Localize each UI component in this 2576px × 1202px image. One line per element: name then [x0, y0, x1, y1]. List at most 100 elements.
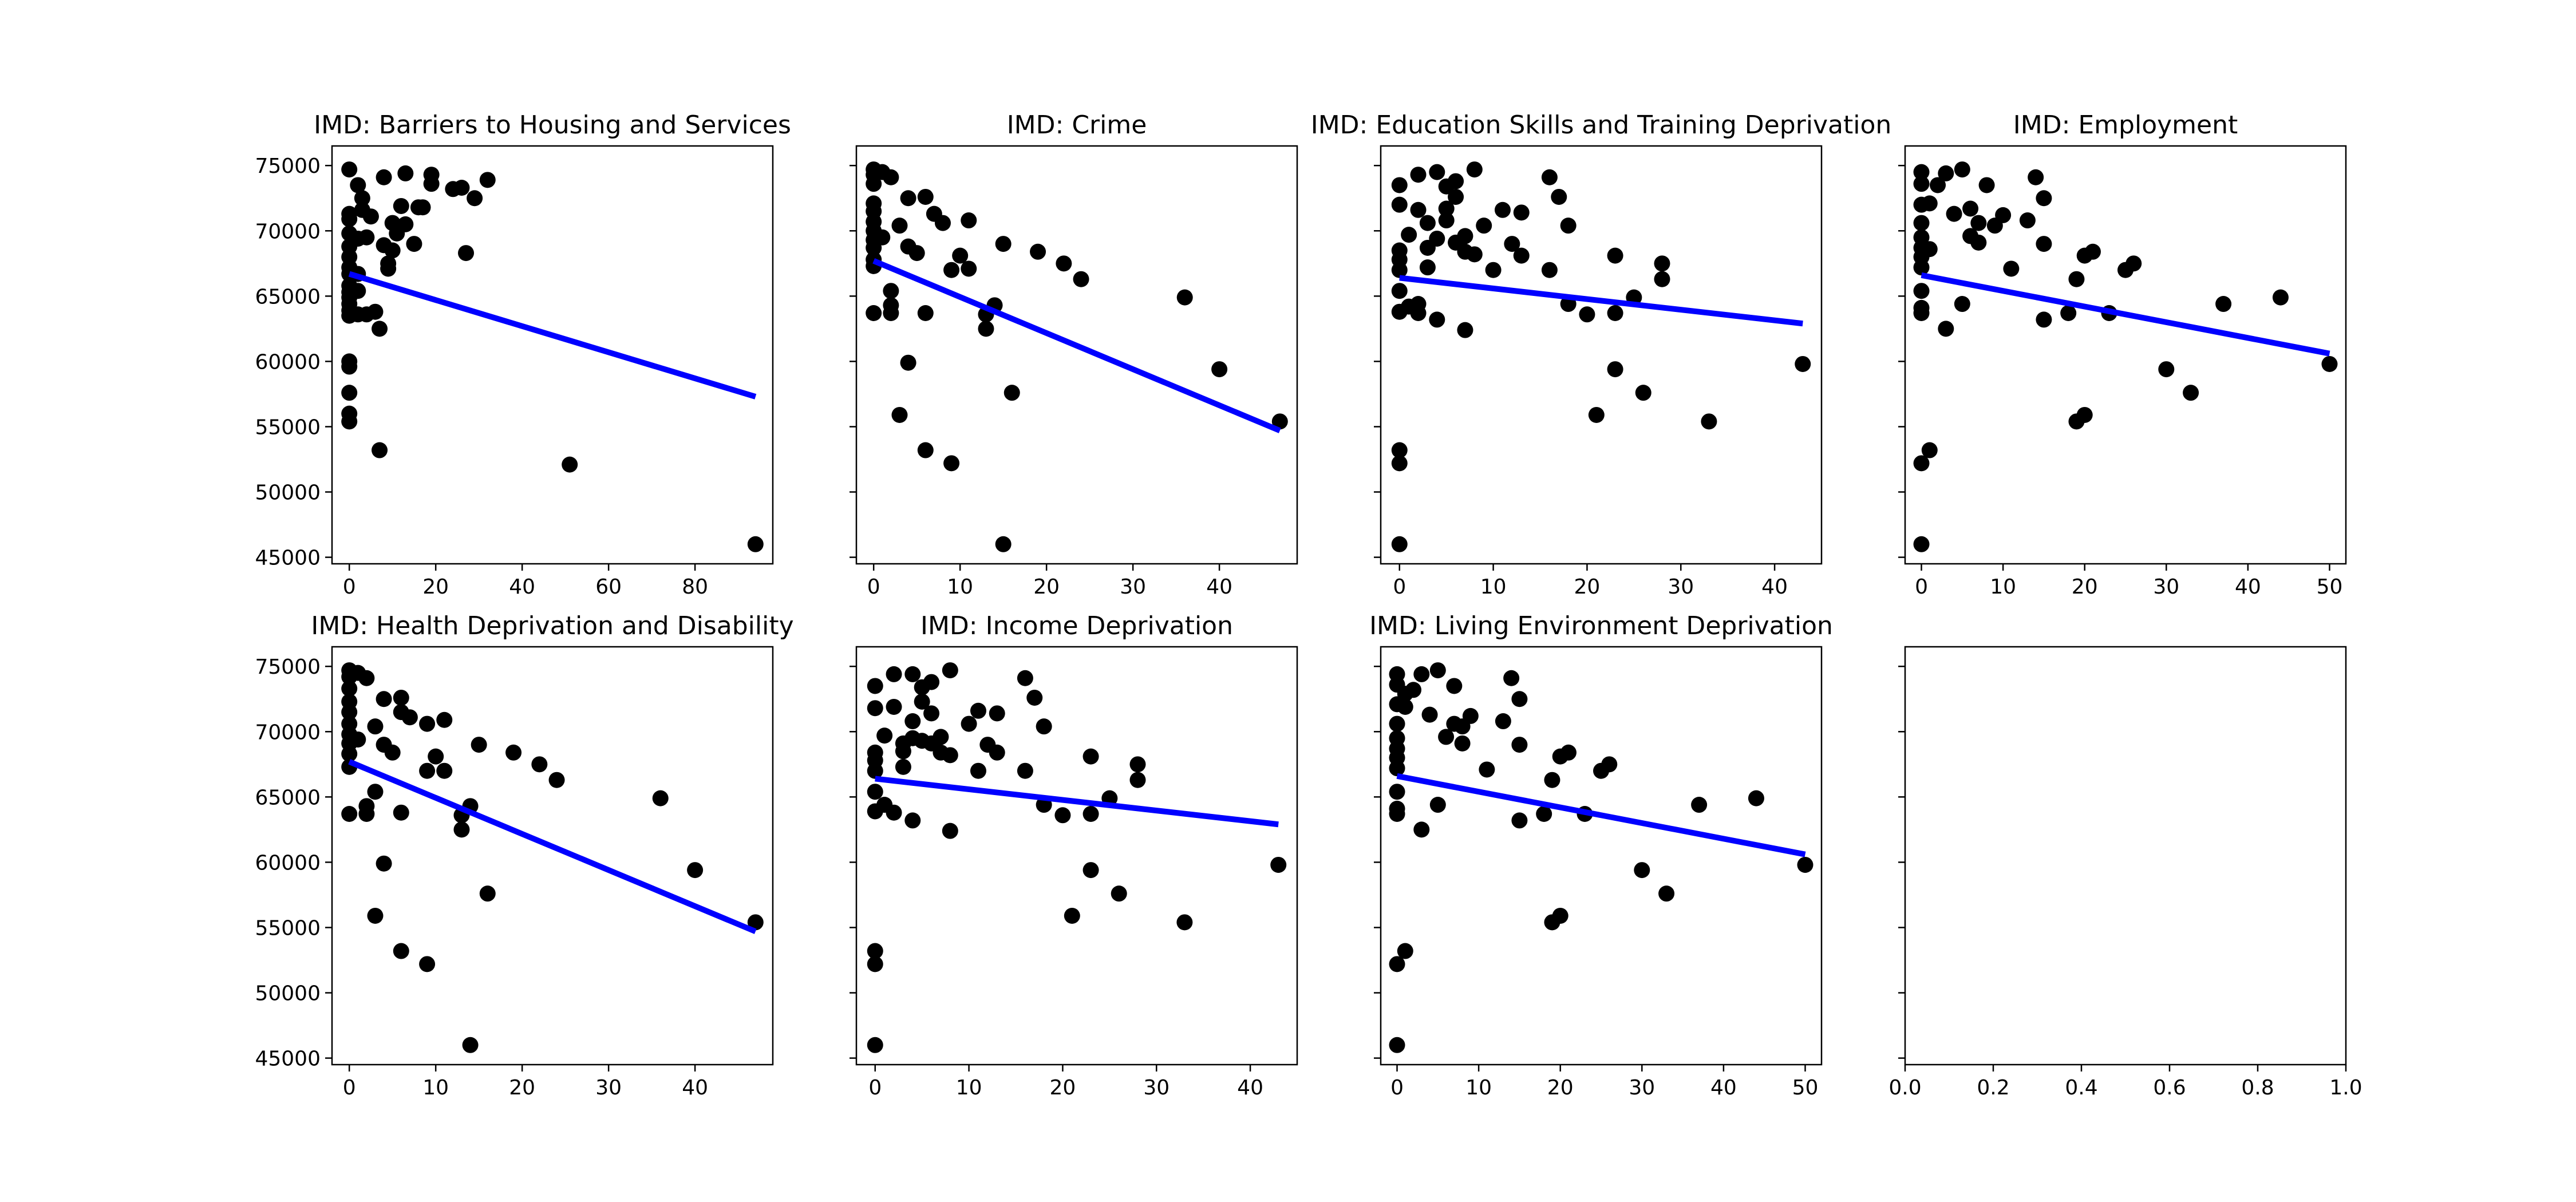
scatter-point — [1211, 361, 1228, 378]
scatter-point — [1913, 455, 1930, 472]
scatter-point — [1397, 698, 1413, 715]
scatter-point — [1921, 442, 1938, 458]
scatter-point — [1429, 230, 1445, 247]
scatter-point — [1111, 885, 1127, 902]
scatter-point — [1036, 718, 1052, 735]
scatter-point — [350, 283, 366, 299]
scatter-point — [1389, 1037, 1405, 1053]
x-tick-label: 20 — [1050, 1076, 1076, 1100]
regression-line — [348, 759, 757, 934]
scatter-point — [970, 762, 986, 779]
scatter-point — [2003, 260, 2020, 277]
scatter-point — [2036, 236, 2052, 252]
scatter-point — [1654, 255, 1670, 272]
x-tick-label: 0 — [343, 1076, 356, 1100]
scatter-point — [1082, 806, 1099, 822]
scatter-point — [1410, 296, 1427, 313]
scatter-point — [1129, 772, 1146, 788]
scatter-point — [1913, 176, 1930, 192]
scatter-point — [747, 536, 764, 552]
scatter-point — [1962, 200, 1979, 217]
scatter-point — [989, 744, 1005, 761]
scatter-point — [1466, 246, 1483, 263]
scatter-point — [1797, 856, 1814, 873]
subplot-title: IMD: Health Deprivation and Disability — [311, 611, 793, 640]
scatter-point — [1978, 177, 1995, 193]
scatter-point — [1607, 247, 1623, 264]
scatter-point — [341, 704, 358, 721]
scatter-point — [1389, 715, 1405, 732]
scatter-point — [1082, 862, 1099, 879]
x-tick-label: 30 — [2153, 575, 2179, 599]
scatter-point — [1457, 228, 1473, 244]
axes-frame — [855, 646, 1298, 1066]
scatter-point — [2272, 289, 2289, 306]
scatter-point — [1913, 215, 1930, 231]
scatter-point — [376, 855, 392, 872]
scatter-point — [904, 666, 921, 682]
scatter-point — [1429, 797, 1446, 813]
scatter-point — [1930, 177, 1946, 193]
scatter-point — [1921, 241, 1938, 258]
scatter-point — [471, 737, 487, 753]
scatter-point — [1495, 713, 1511, 730]
scatter-point — [1913, 536, 1930, 552]
scatter-point — [367, 784, 384, 800]
scatter-point — [1476, 218, 1492, 234]
y-tick-label: 65000 — [255, 786, 321, 809]
scatter-point — [384, 744, 401, 761]
scatter-point — [1995, 207, 2012, 223]
scatter-point — [1391, 177, 1408, 193]
scatter-point — [419, 956, 436, 972]
subplot-3: IMD: Education Skills and Training Depri… — [1311, 110, 1892, 599]
y-tick-label: 45000 — [255, 547, 321, 570]
subplot-7: IMD: Living Environment Deprivation 0 10 20… — [1369, 611, 1833, 1100]
scatter-point — [867, 784, 883, 800]
scatter-point — [2068, 271, 2085, 287]
scatter-point — [1601, 756, 1618, 773]
x-tick-label: 10 — [947, 575, 973, 599]
scatter-point — [989, 705, 1005, 722]
scatter-point — [428, 748, 444, 765]
subplot-title: IMD: Education Skills and Training Depri… — [1311, 110, 1892, 140]
scatter-point — [934, 215, 951, 231]
y-tick-label: 70000 — [255, 220, 321, 243]
scatter-point — [419, 762, 436, 779]
scatter-point — [1795, 355, 1811, 372]
scatter-point — [341, 806, 358, 822]
x-tick-label: 10 — [1465, 1076, 1492, 1100]
scatter-point — [341, 681, 358, 697]
scatter-point — [883, 283, 899, 299]
scatter-point — [995, 536, 1012, 552]
y-tick-label: 45000 — [255, 1047, 321, 1071]
scatter-point — [866, 305, 882, 321]
subplot-4: IMD: Employment 0 10 20 30 40 50 — [1898, 110, 2347, 599]
scatter-point — [1748, 790, 1764, 806]
scatter-point — [886, 666, 902, 682]
scatter-point — [900, 190, 916, 207]
regression-line — [348, 271, 757, 400]
scatter-point — [970, 702, 986, 719]
scatter-point — [943, 455, 960, 472]
regression-line — [1921, 272, 2330, 357]
x-tick-label: 40 — [1761, 575, 1788, 599]
scatter-point — [358, 798, 375, 814]
scatter-point — [2321, 355, 2338, 372]
x-tick-label: 10 — [422, 1076, 449, 1100]
scatter-point — [1391, 455, 1408, 472]
x-tick-label: 40 — [1206, 575, 1232, 599]
scatter-point — [867, 678, 883, 694]
scatter-point — [354, 190, 370, 207]
scatter-point — [1511, 691, 1528, 707]
scatter-point — [436, 762, 453, 779]
scatter-point — [867, 956, 883, 972]
scatter-point — [904, 713, 921, 730]
scatter-point — [1913, 259, 1930, 276]
scatter-point — [1429, 662, 1446, 679]
scatter-point — [1921, 195, 1938, 212]
x-tick-label: 40 — [2235, 575, 2261, 599]
scatter-point — [2060, 305, 2077, 321]
scatter-point — [886, 698, 902, 715]
scatter-points — [1913, 161, 2338, 552]
x-tick-label: 20 — [1574, 575, 1601, 599]
